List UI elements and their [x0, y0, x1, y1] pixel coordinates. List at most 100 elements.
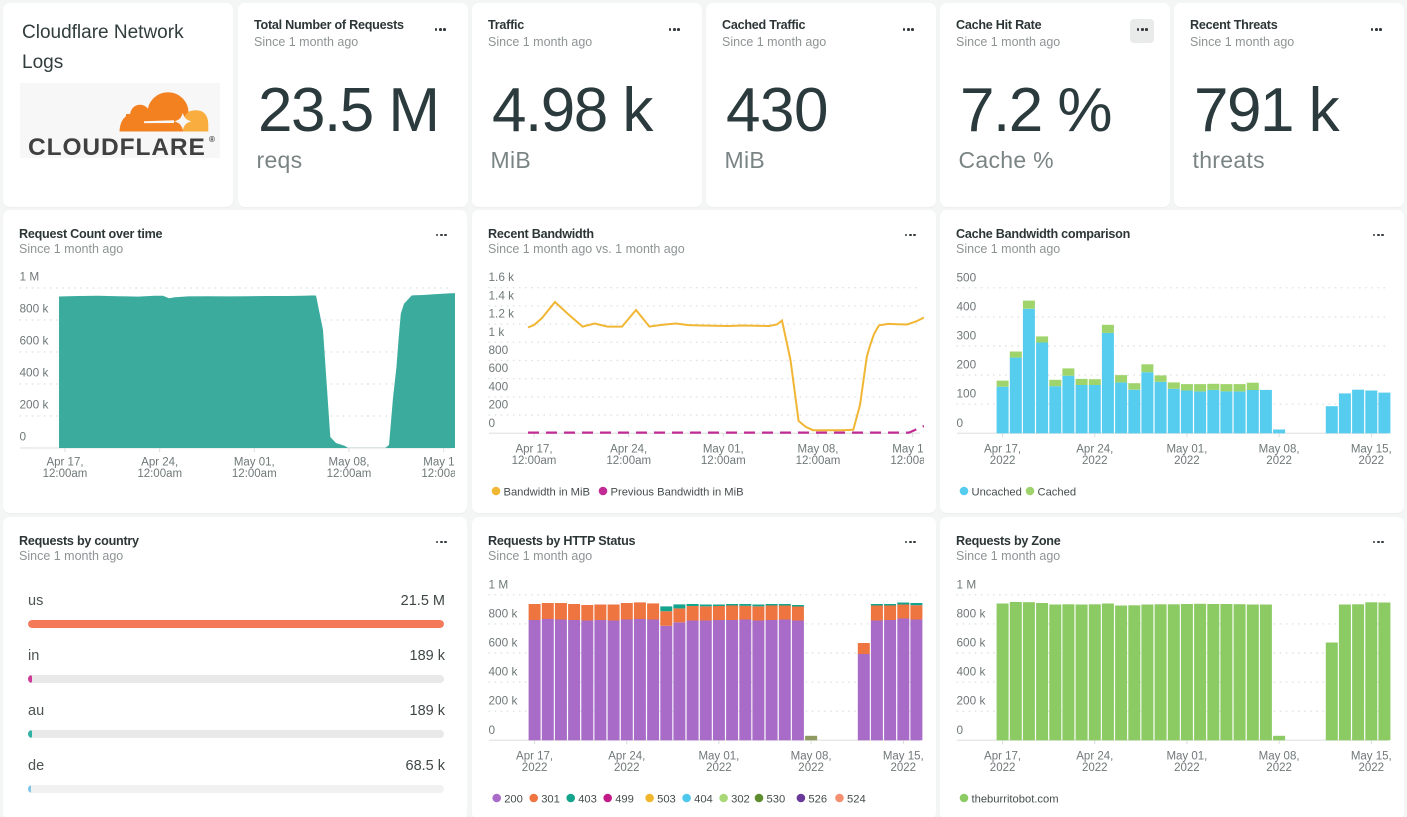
svg-text:400: 400 [957, 299, 977, 313]
svg-text:1 M: 1 M [957, 577, 977, 591]
svg-text:Cached: Cached [1038, 487, 1077, 499]
svg-text:Previous Bandwidth in MiB: Previous Bandwidth in MiB [611, 487, 744, 499]
svg-text:2022: 2022 [706, 762, 732, 774]
svg-text:300: 300 [957, 329, 977, 343]
svg-text:800 k: 800 k [20, 302, 49, 316]
svg-text:0: 0 [489, 416, 496, 430]
svg-text:600 k: 600 k [489, 636, 518, 650]
svg-text:800 k: 800 k [489, 606, 518, 620]
svg-text:600 k: 600 k [957, 636, 986, 650]
svg-text:2022: 2022 [1266, 455, 1292, 467]
svg-text:May 15,: May 15, [1351, 750, 1392, 762]
svg-text:400 k: 400 k [489, 665, 518, 679]
svg-text:theburritobot.com: theburritobot.com [972, 794, 1059, 806]
svg-text:1 k: 1 k [489, 325, 505, 339]
svg-text:May 01,: May 01, [1166, 750, 1207, 762]
svg-text:Apr 17,: Apr 17, [515, 443, 552, 455]
svg-text:400: 400 [489, 379, 509, 393]
svg-text:May 01,: May 01, [703, 443, 744, 455]
svg-text:1 M: 1 M [20, 270, 40, 284]
svg-text:May 08,: May 08, [1259, 443, 1300, 455]
svg-text:0: 0 [957, 416, 964, 430]
svg-text:800 k: 800 k [957, 606, 986, 620]
svg-text:May 01,: May 01, [698, 750, 739, 762]
svg-text:Bandwidth in MiB: Bandwidth in MiB [504, 487, 590, 499]
svg-text:2022: 2022 [522, 762, 548, 774]
svg-text:524: 524 [847, 794, 866, 806]
svg-text:May 01,: May 01, [1166, 443, 1207, 455]
svg-text:2022: 2022 [614, 762, 640, 774]
svg-text:526: 526 [808, 794, 827, 806]
svg-text:2022: 2022 [1266, 762, 1292, 774]
svg-text:1 M: 1 M [489, 577, 509, 591]
svg-text:301: 301 [541, 794, 560, 806]
svg-text:12:00am: 12:00am [701, 455, 746, 467]
svg-text:May 15,: May 15, [423, 456, 464, 468]
svg-text:12:00am: 12:00am [606, 455, 651, 467]
svg-text:12:00am: 12:00am [232, 468, 277, 480]
svg-text:Apr 17,: Apr 17, [984, 750, 1021, 762]
svg-text:302: 302 [731, 794, 750, 806]
svg-text:12:00am: 12:00am [512, 455, 557, 467]
svg-text:600 k: 600 k [20, 334, 49, 348]
svg-text:0: 0 [957, 723, 964, 737]
svg-text:2022: 2022 [1359, 762, 1385, 774]
svg-text:2022: 2022 [990, 455, 1016, 467]
svg-text:May 08,: May 08, [791, 750, 832, 762]
svg-text:403: 403 [578, 794, 597, 806]
svg-text:Apr 17,: Apr 17, [984, 443, 1021, 455]
svg-text:0: 0 [20, 430, 27, 444]
svg-text:200 k: 200 k [957, 694, 986, 708]
svg-text:CLOUDFLARE: CLOUDFLARE [28, 134, 206, 158]
svg-text:530: 530 [767, 794, 786, 806]
svg-text:400 k: 400 k [20, 366, 49, 380]
svg-text:2022: 2022 [990, 762, 1016, 774]
svg-text:500: 500 [957, 270, 977, 284]
svg-text:2022: 2022 [798, 762, 824, 774]
svg-text:®: ® [209, 135, 215, 144]
svg-text:May 15,: May 15, [892, 443, 933, 455]
svg-text:503: 503 [657, 794, 676, 806]
svg-text:1.2 k: 1.2 k [489, 307, 515, 321]
svg-text:404: 404 [694, 794, 713, 806]
svg-text:400 k: 400 k [957, 665, 986, 679]
svg-text:1.4 k: 1.4 k [489, 288, 515, 302]
svg-text:2022: 2022 [1082, 455, 1108, 467]
svg-text:Apr 24,: Apr 24, [141, 456, 178, 468]
svg-text:Apr 24,: Apr 24, [610, 443, 647, 455]
svg-text:May 01,: May 01, [234, 456, 275, 468]
svg-text:Apr 24,: Apr 24, [1076, 443, 1113, 455]
svg-text:12:00am: 12:00am [796, 455, 841, 467]
svg-text:499: 499 [615, 794, 634, 806]
svg-text:200: 200 [504, 794, 523, 806]
svg-text:May 15,: May 15, [883, 750, 924, 762]
svg-text:200: 200 [957, 358, 977, 372]
svg-text:200 k: 200 k [20, 398, 49, 412]
svg-text:May 08,: May 08, [1259, 750, 1300, 762]
svg-text:Apr 17,: Apr 17, [46, 456, 83, 468]
svg-text:2022: 2022 [1174, 762, 1200, 774]
svg-text:12:00am: 12:00am [421, 468, 466, 480]
svg-text:1.6 k: 1.6 k [489, 270, 515, 284]
svg-text:600: 600 [489, 361, 509, 375]
svg-text:200 k: 200 k [489, 694, 518, 708]
svg-text:200: 200 [489, 398, 509, 412]
svg-text:May 08,: May 08, [798, 443, 839, 455]
svg-text:2022: 2022 [891, 762, 917, 774]
svg-text:Apr 24,: Apr 24, [1076, 750, 1113, 762]
svg-text:12:00am: 12:00am [890, 455, 935, 467]
svg-text:Uncached: Uncached [972, 487, 1022, 499]
svg-text:Apr 17,: Apr 17, [516, 750, 553, 762]
svg-text:12:00am: 12:00am [137, 468, 182, 480]
svg-text:2022: 2022 [1359, 455, 1385, 467]
svg-text:May 15,: May 15, [1351, 443, 1392, 455]
svg-text:2022: 2022 [1174, 455, 1200, 467]
svg-text:May 08,: May 08, [329, 456, 370, 468]
svg-text:100: 100 [957, 387, 977, 401]
svg-text:12:00am: 12:00am [43, 468, 88, 480]
svg-text:800: 800 [489, 343, 509, 357]
svg-text:12:00am: 12:00am [327, 468, 372, 480]
svg-text:Apr 24,: Apr 24, [608, 750, 645, 762]
svg-text:0: 0 [489, 723, 496, 737]
svg-text:2022: 2022 [1082, 762, 1108, 774]
